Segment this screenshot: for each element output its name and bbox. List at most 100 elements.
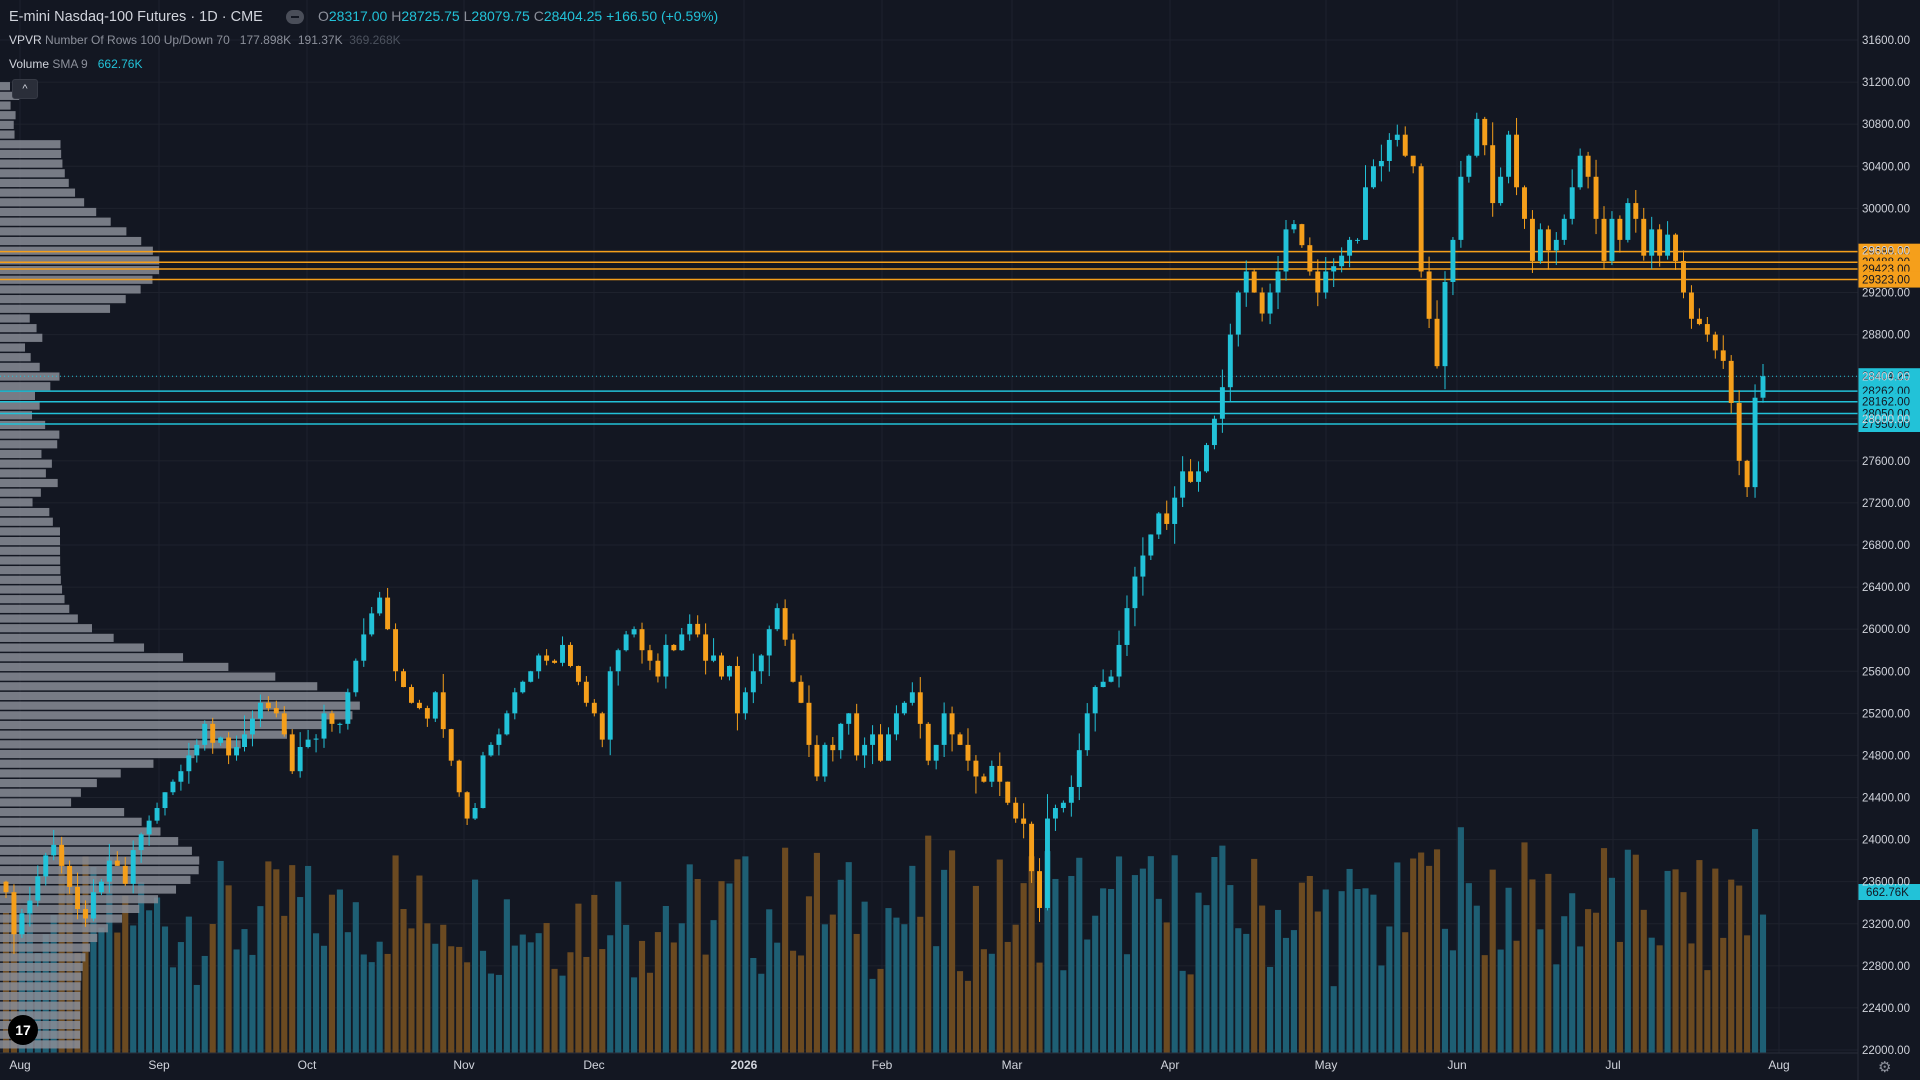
volume-bar [901, 924, 908, 1053]
candle-body [234, 747, 240, 756]
candle-body [1577, 155, 1583, 188]
candle-body [536, 655, 542, 672]
volume-bar [758, 973, 765, 1053]
volume-bar [1656, 945, 1663, 1053]
price-tick-label: 31600.00 [1862, 35, 1910, 47]
gear-icon[interactable]: ⚙ [1878, 1058, 1891, 1076]
symbol-title[interactable]: E-mini Nasdaq-100 Futures · 1D · CME [9, 9, 263, 25]
volume-bar [487, 973, 495, 1053]
price-tick-label: 24800.00 [1862, 750, 1910, 762]
volume-bar [956, 971, 964, 1053]
candle-body [480, 755, 486, 809]
close-value: 28404.25 [543, 8, 603, 24]
volume-bar [82, 856, 89, 1053]
volume-bar [869, 978, 876, 1053]
volume-profile-row [0, 943, 91, 952]
volume-bar [1354, 888, 1361, 1053]
volume-bar [1704, 970, 1711, 1053]
volume-profile-row [0, 343, 26, 352]
candle-body [1148, 534, 1154, 556]
candle-body [607, 671, 613, 740]
candle-body [671, 644, 677, 651]
volume-bar [424, 923, 431, 1053]
volume-bar [1632, 854, 1639, 1053]
volume-bar [1441, 928, 1449, 1053]
volume-params: SMA 9 [52, 57, 88, 71]
candle-body [1458, 176, 1464, 240]
collapse-legend-button[interactable]: ^ [12, 79, 38, 99]
volume-bar [320, 945, 328, 1053]
candle-body [488, 744, 494, 756]
volume-bar [646, 972, 654, 1053]
volume-bar [1489, 869, 1496, 1053]
volume-bar [1100, 888, 1107, 1053]
volume-bar [742, 856, 749, 1053]
volume-bar [543, 923, 550, 1053]
volume-bar [1720, 937, 1727, 1053]
volume-profile-row [0, 101, 11, 110]
volume-bar [1052, 878, 1059, 1053]
volume-bar [1322, 889, 1329, 1053]
candle-body [782, 608, 788, 640]
candle-body [1450, 239, 1456, 282]
volume-bar [257, 906, 264, 1053]
candle-body [1227, 334, 1233, 388]
volume-bar [623, 924, 630, 1053]
volume-bar [694, 878, 701, 1053]
vpvr-legend[interactable]: VPVR Number Of Rows 100 Up/Down 70 177.8… [9, 33, 401, 47]
volume-bar [193, 984, 200, 1053]
candle-body [67, 865, 73, 887]
candle-body [655, 660, 661, 677]
volume-bar [344, 932, 351, 1053]
volume-bar [837, 879, 844, 1053]
candle-body [591, 702, 597, 714]
volume-name: Volume [9, 57, 50, 71]
volume-bar [1115, 856, 1123, 1053]
candle-body [1315, 271, 1321, 293]
volume-bar [1465, 883, 1472, 1053]
volume-bar [479, 950, 487, 1053]
volume-profile-row [0, 740, 241, 749]
tradingview-logo-icon[interactable]: 17 [8, 1015, 38, 1045]
volume-bar [1481, 955, 1488, 1053]
candle-body [750, 671, 756, 693]
volume-bar [766, 909, 773, 1053]
volume-bar [845, 862, 852, 1053]
volume-profile-row [0, 604, 70, 613]
volume-legend[interactable]: Volume SMA 9 662.76K [9, 57, 142, 71]
candle-body [575, 665, 581, 682]
volume-bar [1529, 879, 1536, 1053]
volume-bar [1402, 932, 1409, 1053]
volume-bar [1751, 829, 1759, 1053]
volume-bar [638, 940, 646, 1053]
candle-body [1132, 576, 1138, 609]
volume-profile-row [0, 711, 353, 720]
volume-bar [1020, 883, 1027, 1053]
volume-bar [185, 916, 192, 1053]
candle-body [1641, 218, 1647, 256]
volume-bar [146, 910, 153, 1053]
volume-profile-row [0, 914, 123, 923]
level-price-tag [1858, 416, 1920, 433]
volume-profile-row [0, 207, 97, 217]
candle-body [59, 844, 65, 866]
price-tick-label: 25200.00 [1862, 708, 1910, 720]
candle-body [162, 792, 168, 809]
volume-bar [1426, 865, 1433, 1053]
volume-bar [408, 928, 415, 1053]
eye-icon[interactable] [286, 10, 304, 24]
volume-profile [0, 82, 360, 1049]
close-label: C [533, 8, 544, 24]
volume-bar [1108, 888, 1115, 1053]
volume-bar [1561, 916, 1568, 1053]
volume-bar [925, 835, 932, 1053]
candle-body [345, 692, 351, 724]
volume-bar [384, 953, 391, 1053]
volume-bar [1712, 868, 1719, 1053]
volume-profile-row [0, 585, 63, 594]
price-tick-label: 30400.00 [1862, 161, 1910, 173]
volume-bar [583, 956, 590, 1053]
candle-body [1657, 229, 1663, 256]
candle-body [90, 892, 96, 919]
